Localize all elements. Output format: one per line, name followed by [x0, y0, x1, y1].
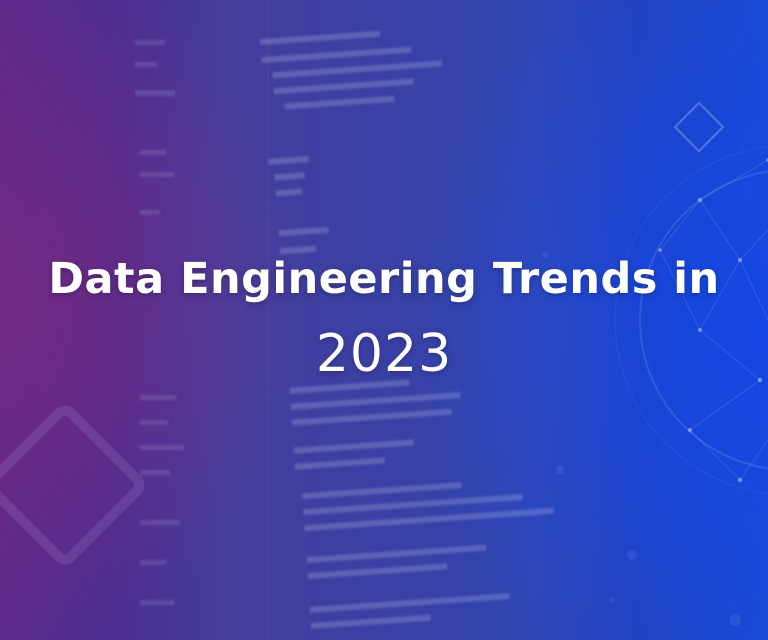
title-block: Data Engineering Trends in 2023 [0, 248, 768, 386]
page-subtitle-year: 2023 [315, 324, 453, 384]
diamond-outline-icon [0, 405, 145, 565]
small-diamond-outline-icon [673, 101, 725, 153]
page-title: Data Engineering Trends in [48, 254, 720, 304]
network-globe-icon [614, 145, 768, 495]
